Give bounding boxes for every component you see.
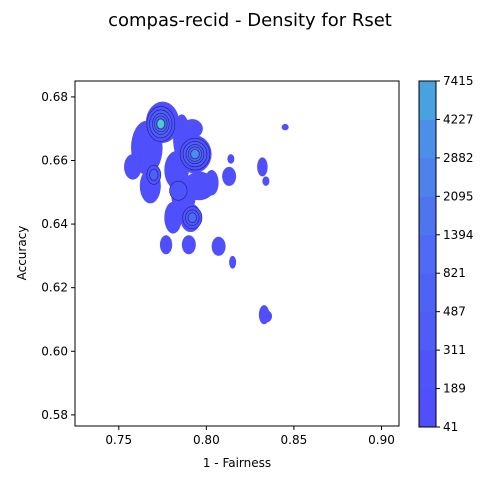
colorbar-frame [418,80,437,428]
density-region [124,154,142,180]
x-tick-label: 0.85 [281,433,308,447]
y-tick-label: 0.66 [41,153,68,167]
density-peak [157,119,165,129]
density-region [181,119,203,139]
x-tick-label: 0.90 [368,433,395,447]
chart-title: compas-recid - Density for Rset [108,10,392,31]
colorbar-band [419,350,436,390]
colorbar-tick-label: 821 [443,266,466,280]
colorbar-band [419,273,436,313]
plot-frame [74,80,400,427]
colorbar-tick-label: 1394 [443,228,474,242]
colorbar-tick-label: 311 [443,343,466,357]
density-region [164,201,182,234]
density-region [281,123,289,131]
density-region [181,235,196,255]
colorbar-band [419,157,436,197]
density-layer [124,101,289,325]
colorbar-tick-label: 2882 [443,151,474,165]
colorbar-tick-label: 189 [443,382,466,396]
density-region [229,255,237,269]
colorbar-ticks: 41 189 311 487 821 1394 2095 2882 4227 7415 [436,74,474,434]
plot-background [75,81,399,426]
y-axis-label: Accuracy [15,226,29,281]
density-region [227,154,235,164]
density-peak [189,213,196,222]
colorbar-band [419,311,436,351]
density-region [159,235,173,255]
plot-area: 0.75 0.80 0.85 0.90 0.58 0.60 0.62 0.64 0.66 0.6… [41,80,400,447]
colorbar-tick-label: 2095 [443,189,474,203]
density-region [211,236,226,256]
x-tick-label: 0.75 [105,433,132,447]
density-region [222,166,237,186]
colorbar-tick-label: 7415 [443,74,474,88]
density-contour [169,180,188,201]
y-tick-label: 0.68 [41,90,68,104]
density-peak [150,170,158,180]
x-axis-ticks: 0.75 0.80 0.85 0.90 [105,426,395,447]
colorbar: 41 189 311 487 821 1394 2095 2882 4227 7415 [418,74,474,434]
density-region [262,176,270,186]
colorbar-bands [419,81,436,428]
colorbar-band [419,119,436,159]
colorbar-tick-label: 4227 [443,112,474,126]
density-region [204,170,219,196]
y-tick-label: 0.58 [41,408,68,422]
density-region [257,157,268,177]
y-axis-ticks: 0.58 0.60 0.62 0.64 0.66 0.68 [41,90,75,422]
colorbar-tick-label: 487 [443,305,466,319]
y-tick-label: 0.62 [41,281,68,295]
y-tick-label: 0.60 [41,344,68,358]
x-tick-label: 0.80 [193,433,220,447]
colorbar-band [419,234,436,274]
colorbar-band [419,388,436,428]
density-peak [191,149,199,159]
density-peak [262,312,270,321]
colorbar-band [419,81,436,120]
y-tick-label: 0.64 [41,217,68,231]
x-axis-label: 1 - Fairness [203,456,271,470]
colorbar-tick-label: 41 [443,420,458,434]
colorbar-band [419,196,436,236]
